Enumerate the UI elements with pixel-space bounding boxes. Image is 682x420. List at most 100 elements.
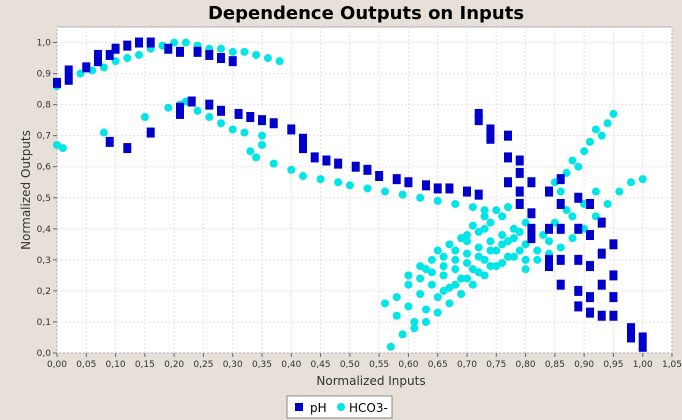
hco3-point	[422, 305, 430, 314]
hco3-point	[480, 212, 489, 221]
ph-point	[586, 292, 594, 303]
hco3-point	[427, 255, 436, 264]
hco3-point	[252, 153, 261, 162]
ph-point	[463, 186, 471, 197]
ph-point	[176, 108, 184, 119]
ph-point	[556, 198, 565, 209]
x-tick-label: 0,95	[603, 360, 623, 370]
ph-point	[146, 37, 155, 48]
legend-ph-label: pH	[310, 401, 327, 415]
hco3-point	[486, 237, 495, 246]
hco3-point	[463, 231, 471, 240]
grid	[56, 27, 673, 354]
hco3-point	[498, 240, 507, 249]
hco3-point	[486, 262, 495, 271]
hco3-point	[228, 47, 237, 56]
hco3-point	[603, 119, 612, 128]
hco3-point	[504, 252, 512, 261]
ph-point	[105, 49, 114, 60]
ph-point	[64, 74, 73, 85]
y-tick-label: 0,3	[37, 256, 51, 266]
hco3-point	[627, 178, 635, 187]
hco3-point	[615, 187, 624, 196]
hco3-point	[468, 265, 477, 274]
x-tick-label: 0,60	[398, 360, 418, 370]
hco3-point	[451, 199, 460, 208]
hco3-point	[474, 227, 483, 236]
hco3-point	[509, 234, 518, 243]
hco3-point	[410, 317, 419, 326]
ph-point	[556, 174, 565, 185]
x-tick-label: 0,20	[164, 360, 184, 370]
ph-point	[504, 152, 512, 163]
y-tick-label: 1,0	[37, 39, 52, 49]
hco3-point	[556, 187, 565, 196]
ph-point	[422, 180, 430, 191]
hco3-point	[404, 271, 413, 280]
hco3-point	[246, 147, 255, 156]
x-tick-label: 0,30	[223, 360, 243, 370]
hco3-point	[217, 44, 225, 53]
hco3-point	[433, 308, 442, 317]
ph-point	[123, 40, 132, 51]
x-tick-label: 0,85	[545, 360, 565, 370]
hco3-point	[135, 50, 143, 59]
hco3-point	[521, 265, 530, 274]
y-tick-label: 0,9	[37, 70, 52, 80]
hco3-point	[398, 190, 407, 199]
ph-point	[504, 177, 512, 188]
ph-point	[545, 186, 553, 197]
ph-point	[586, 198, 594, 209]
ph-point	[392, 174, 401, 185]
hco3-point	[480, 224, 489, 233]
ph-point	[269, 118, 278, 129]
hco3-point	[416, 193, 425, 202]
ph-point	[527, 177, 536, 188]
hco3-point	[422, 317, 430, 326]
y-tick-label: 0,7	[37, 132, 51, 142]
hco3-point	[486, 246, 495, 255]
hco3-point	[258, 140, 266, 149]
hco3-point	[287, 165, 296, 174]
ph-point	[638, 341, 647, 352]
hco3-point	[345, 181, 354, 190]
hco3-point	[515, 227, 524, 236]
hco3-point	[580, 147, 589, 156]
hco3-point	[468, 280, 477, 289]
legend-hco3-swatch	[337, 403, 345, 411]
hco3-point	[217, 119, 225, 128]
ph-point	[527, 233, 536, 244]
hco3-point	[275, 57, 284, 66]
hco3-point	[392, 293, 401, 302]
ph-point	[474, 108, 483, 119]
ph-point	[586, 261, 594, 272]
ph-point	[486, 133, 495, 144]
hco3-point	[193, 106, 202, 115]
hco3-point	[445, 240, 454, 249]
ph-point	[94, 49, 102, 60]
ph-point	[627, 323, 635, 334]
ph-point	[638, 332, 647, 343]
x-tick-label: 0,65	[428, 360, 448, 370]
hco3-point	[228, 125, 237, 134]
hco3-point	[316, 175, 325, 184]
ph-point	[504, 130, 512, 141]
ph-point	[574, 192, 583, 203]
ph-point	[375, 171, 384, 182]
hco3-point	[568, 234, 577, 243]
ph-point	[234, 108, 243, 119]
axes: 0,00 0,05 0,10 0,15 0,20 0,25 0,30 0,35 0,40 0,45…	[37, 39, 682, 370]
ph-point	[597, 217, 606, 228]
x-tick-label: 0,10	[106, 360, 126, 370]
hco3-point	[433, 246, 442, 255]
ph-point	[627, 332, 635, 343]
hco3-point	[451, 265, 460, 274]
hco3-point	[416, 290, 425, 299]
x-tick-label: 0,40	[281, 360, 301, 370]
ph-point	[258, 115, 266, 126]
x-tick-label: 0,50	[340, 360, 360, 370]
ph-point	[363, 164, 372, 175]
hco3-point	[463, 249, 471, 258]
ph-point	[82, 62, 91, 73]
ph-point	[515, 198, 524, 209]
